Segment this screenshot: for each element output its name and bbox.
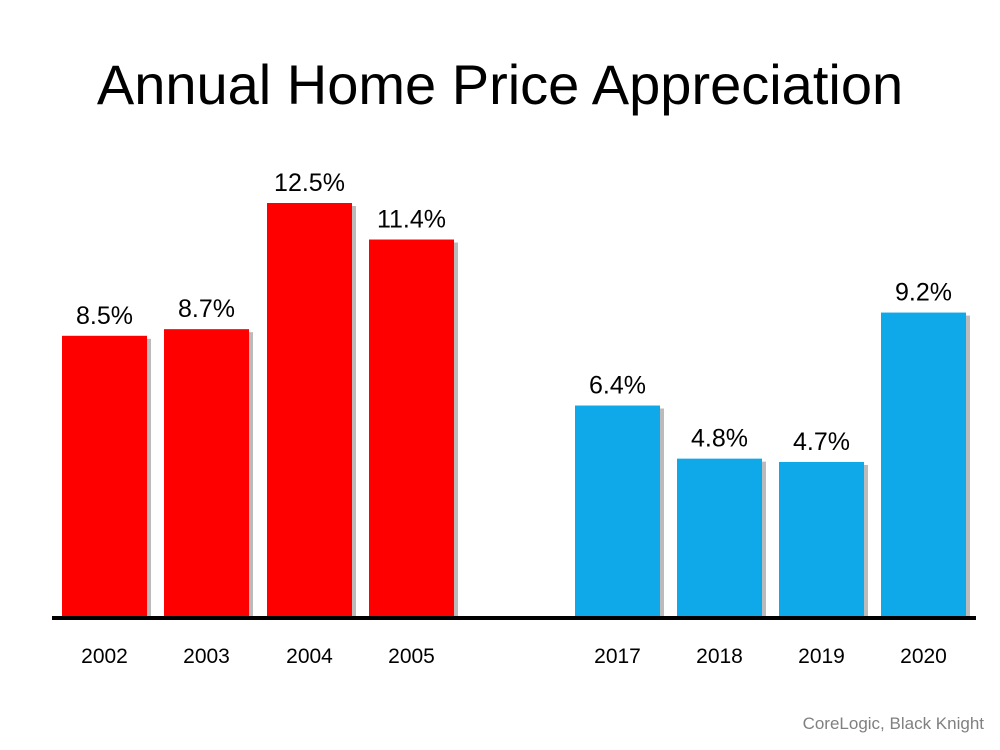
data-label: 6.4% (589, 372, 646, 400)
data-label: 8.7% (178, 295, 235, 323)
data-label: 12.5% (274, 169, 345, 197)
bar-2003 (164, 329, 249, 618)
x-tick-label: 2002 (81, 645, 128, 668)
data-label: 9.2% (895, 279, 952, 307)
x-tick-label: 2003 (183, 645, 230, 668)
bar-2020 (881, 312, 966, 618)
x-tick-label: 2017 (594, 645, 641, 668)
data-label: 8.5% (76, 302, 133, 330)
data-label: 4.8% (691, 425, 748, 453)
bar-2018 (677, 458, 762, 618)
chart-title: Annual Home Price Appreciation (96, 53, 904, 116)
x-tick-label: 2004 (286, 645, 333, 668)
x-tick-label: 2018 (696, 645, 743, 668)
bar-2002 (62, 335, 147, 618)
x-tick-label: 2020 (900, 645, 947, 668)
bar-2004 (267, 203, 352, 618)
source-note: CoreLogic, Black Knight (802, 714, 984, 733)
bar-2017 (575, 405, 660, 618)
data-label: 4.7% (793, 428, 850, 456)
bar-2019 (779, 461, 864, 618)
x-tick-label: 2005 (388, 645, 435, 668)
data-label: 11.4% (377, 206, 446, 234)
x-tick-label: 2019 (798, 645, 845, 668)
x-axis-line (52, 616, 976, 620)
bar-2005 (369, 239, 454, 618)
